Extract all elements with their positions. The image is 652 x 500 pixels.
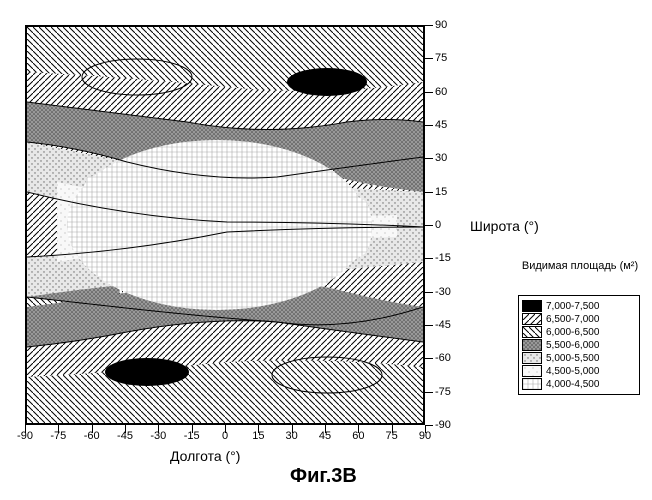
y-tick-label: -90 — [435, 419, 451, 431]
legend-label: 7,000-7,500 — [546, 301, 599, 312]
y-tick-label: -30 — [435, 286, 451, 298]
x-tick-label: 60 — [352, 430, 364, 442]
y-tick-label: -60 — [435, 352, 451, 364]
legend-item: 4,000-4,500 — [522, 378, 636, 390]
y-tick-label: 0 — [435, 219, 441, 231]
x-tick-label: -15 — [184, 430, 200, 442]
legend-item: 6,500-7,000 — [522, 313, 636, 325]
y-tick-label: -45 — [435, 319, 451, 331]
y-tick-label: 30 — [435, 152, 447, 164]
x-tick-label: 90 — [419, 430, 431, 442]
x-tick-label: 0 — [222, 430, 228, 442]
y-tick-label: -15 — [435, 252, 451, 264]
legend-title: Видимая площадь (м²) — [520, 260, 640, 272]
y-tick-label: -75 — [435, 386, 451, 398]
legend-label: 6,500-7,000 — [546, 314, 599, 325]
legend-label: 4,000-4,500 — [546, 379, 599, 390]
legend-label: 5,500-6,000 — [546, 340, 599, 351]
x-tick-label: -45 — [117, 430, 133, 442]
x-tick-label: 75 — [386, 430, 398, 442]
x-tick-label: 30 — [286, 430, 298, 442]
x-tick-label: 15 — [252, 430, 264, 442]
y-tick-label: 90 — [435, 19, 447, 31]
legend-item: 5,500-6,000 — [522, 339, 636, 351]
figure-caption: Фиг.3В — [290, 465, 357, 488]
legend-item: 5,000-5,500 — [522, 352, 636, 364]
y-tick-label: 15 — [435, 186, 447, 198]
y-tick-label: 60 — [435, 86, 447, 98]
x-tick-label: -30 — [150, 430, 166, 442]
x-tick-label: -90 — [17, 430, 33, 442]
y-tick-label: 75 — [435, 52, 447, 64]
legend-label: 4,500-5,000 — [546, 366, 599, 377]
x-tick-label: 45 — [319, 430, 331, 442]
x-tick-label: -60 — [84, 430, 100, 442]
x-tick-label: -75 — [50, 430, 66, 442]
y-axis-label: Широта (°) — [470, 218, 539, 234]
chart-container: -90 -75 -60 -45 -30 -15 0 15 30 45 60 75 90 -90 -75 -6… — [10, 10, 642, 490]
legend-item: 6,000-6,500 — [522, 326, 636, 338]
contour-plot — [25, 25, 425, 425]
y-tick-label: 45 — [435, 119, 447, 131]
legend-item: 7,000-7,500 — [522, 300, 636, 312]
legend-box: 7,000-7,500 6,500-7,000 6,000-6,500 5,500-6… — [518, 295, 640, 395]
legend-item: 4,500-5,000 — [522, 365, 636, 377]
legend-label: 5,000-5,500 — [546, 353, 599, 364]
x-axis-label: Долгота (°) — [170, 448, 240, 464]
legend-label: 6,000-6,500 — [546, 327, 599, 338]
